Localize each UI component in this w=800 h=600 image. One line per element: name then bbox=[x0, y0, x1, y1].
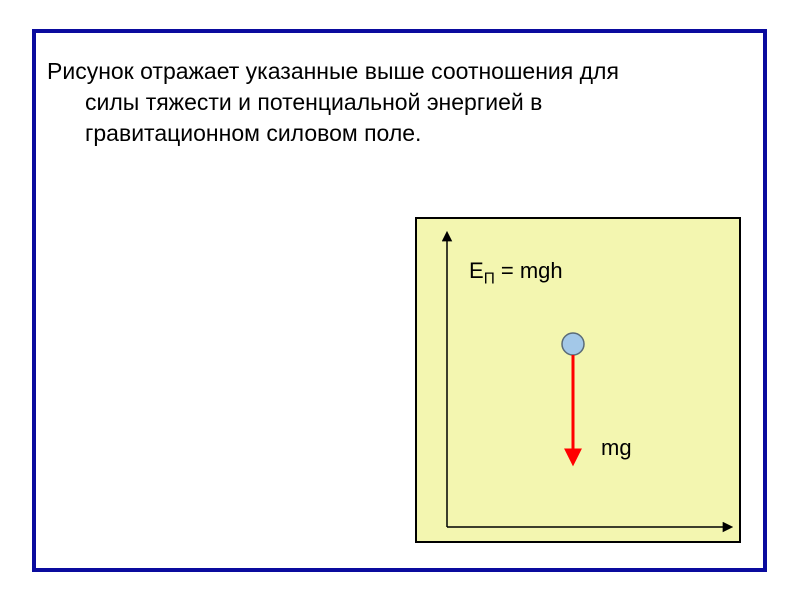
figure-box: EП = mgh mg bbox=[415, 217, 741, 543]
body-text: Рисунок отражает указанные выше соотноше… bbox=[47, 56, 619, 149]
body-text-line2: силы тяжести и потенциальной энергией в bbox=[47, 87, 619, 118]
energy-label: EП = mgh bbox=[469, 258, 563, 288]
ball bbox=[562, 333, 584, 355]
slide: Рисунок отражает указанные выше соотноше… bbox=[0, 0, 800, 600]
body-text-line3: гравитационном силовом поле. bbox=[47, 118, 619, 149]
figure-svg bbox=[417, 219, 743, 545]
force-label: mg bbox=[601, 435, 632, 461]
body-text-line1: Рисунок отражает указанные выше соотноше… bbox=[47, 56, 619, 87]
